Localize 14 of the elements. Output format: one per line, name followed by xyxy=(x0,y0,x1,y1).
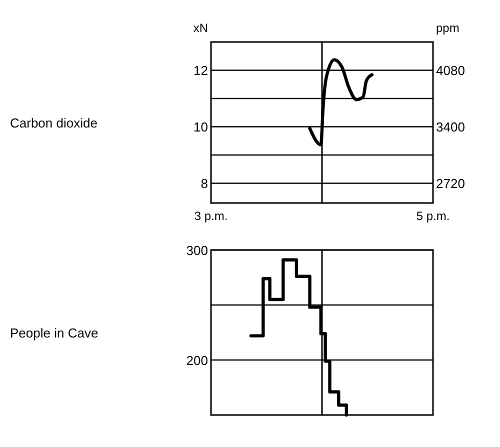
y2-tick-label: 3400 xyxy=(436,120,465,135)
y-axis-title: People in Cave xyxy=(10,326,98,340)
y-axis-title: Carbon dioxide xyxy=(10,116,98,130)
y-tick-label: 8 xyxy=(200,176,208,192)
text: xN xyxy=(193,21,208,35)
y-tick-label: 200 xyxy=(186,353,208,368)
y2-axis-title: ppm xyxy=(436,21,460,35)
y-tick-label: 10 xyxy=(194,120,208,135)
y2-tick-label: 2720 xyxy=(436,176,465,192)
x-tick-label: 5 p.m. xyxy=(416,209,450,223)
x-tick-label: 3 p.m. xyxy=(194,209,228,223)
y-tick-label: 300 xyxy=(186,243,208,258)
y-tick-label: 12 xyxy=(194,63,208,78)
y2-tick-label: 4080 xyxy=(436,63,465,78)
